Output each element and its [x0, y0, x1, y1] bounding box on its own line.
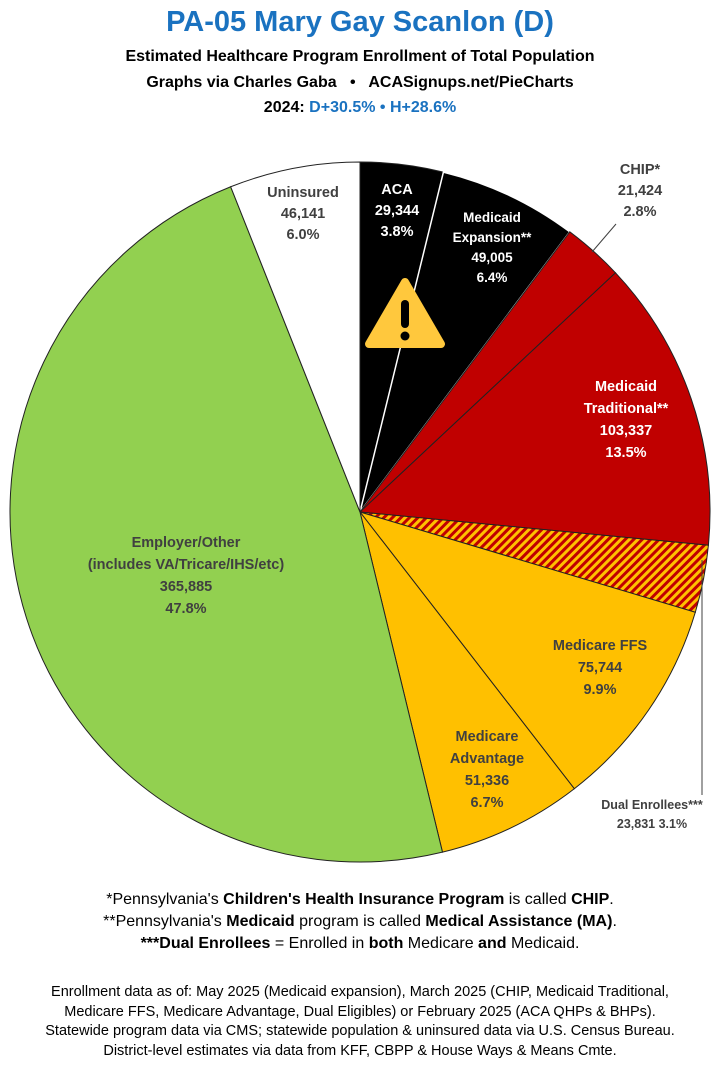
- credit-separator: •: [349, 74, 356, 91]
- label-medicaid-traditional: Medicaid Traditional** 103,337 13.5%: [583, 379, 669, 461]
- pie-slice-medicaid-traditional: [358, 272, 711, 546]
- label-medicaid-expansion: Medicaid Expansion** 49,005 6.4%: [452, 210, 532, 285]
- footnote-chip: *Pennsylvania's Children's Health Insura…: [106, 891, 614, 908]
- footnote-medicaid: **Pennsylvania's Medicaid program is cal…: [103, 913, 617, 930]
- pie-slice-uninsured: [230, 161, 361, 513]
- pie-slice-medicare-advantage: [359, 511, 576, 853]
- label-aca: ACA 29,344 3.8%: [374, 182, 420, 240]
- label-dual-enrollees: Dual Enrollees*** 23,831 3.1%: [601, 798, 703, 831]
- chart-title: PA-05 Mary Gay Scanlon (D): [166, 6, 554, 38]
- pie-slice-medicare-ffs: [358, 511, 696, 790]
- margins-line: 2024: D+30.5% • H+28.6%: [263, 99, 457, 116]
- pie-slice-medicaid-expansion: [359, 171, 571, 513]
- footnote-dual: ***Dual Enrollees = Enrolled in both Med…: [140, 935, 580, 952]
- label-medicare-ffs: Medicare FFS 75,744 9.9%: [552, 638, 648, 698]
- label-employer-other: Employer/Other (includes VA/Tricare/IHS/e…: [87, 535, 285, 617]
- credit-url: ACASignups.net/PieCharts: [368, 74, 574, 91]
- label-uninsured: Uninsured 46,141 6.0%: [267, 185, 339, 243]
- d-margin: D+30.5%: [309, 99, 376, 116]
- year-label: 2024:: [263, 99, 305, 116]
- label-chip: CHIP* 21,424 2.8%: [617, 162, 663, 220]
- h-margin: H+28.6%: [389, 99, 457, 116]
- chart-subtitle: Estimated Healthcare Program Enrollment …: [125, 48, 595, 65]
- pie-slice-employer-other-includes-va-tricare-ihs-etc: [9, 186, 444, 863]
- warning-icon: [365, 278, 445, 348]
- credit-author: Graphs via Charles Gaba: [146, 74, 337, 91]
- credit-line: Graphs via Charles Gaba • ACASignups.net…: [0, 74, 720, 92]
- sources: Enrollment data as of: May 2025 (Medicai…: [45, 984, 675, 1059]
- chip-leader-line: [591, 223, 617, 253]
- label-medicare-advantage: Medicare Advantage 51,336 6.7%: [449, 729, 525, 811]
